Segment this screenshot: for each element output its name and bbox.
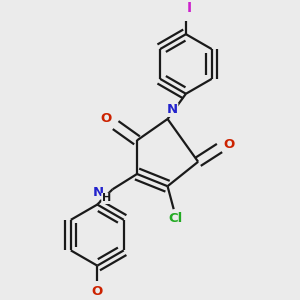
- Text: O: O: [92, 285, 103, 298]
- Text: O: O: [101, 112, 112, 125]
- Text: N: N: [93, 186, 104, 199]
- Text: I: I: [186, 1, 191, 15]
- Text: H: H: [102, 194, 111, 203]
- Text: Cl: Cl: [168, 212, 182, 225]
- Text: N: N: [167, 103, 178, 116]
- Text: O: O: [223, 139, 234, 152]
